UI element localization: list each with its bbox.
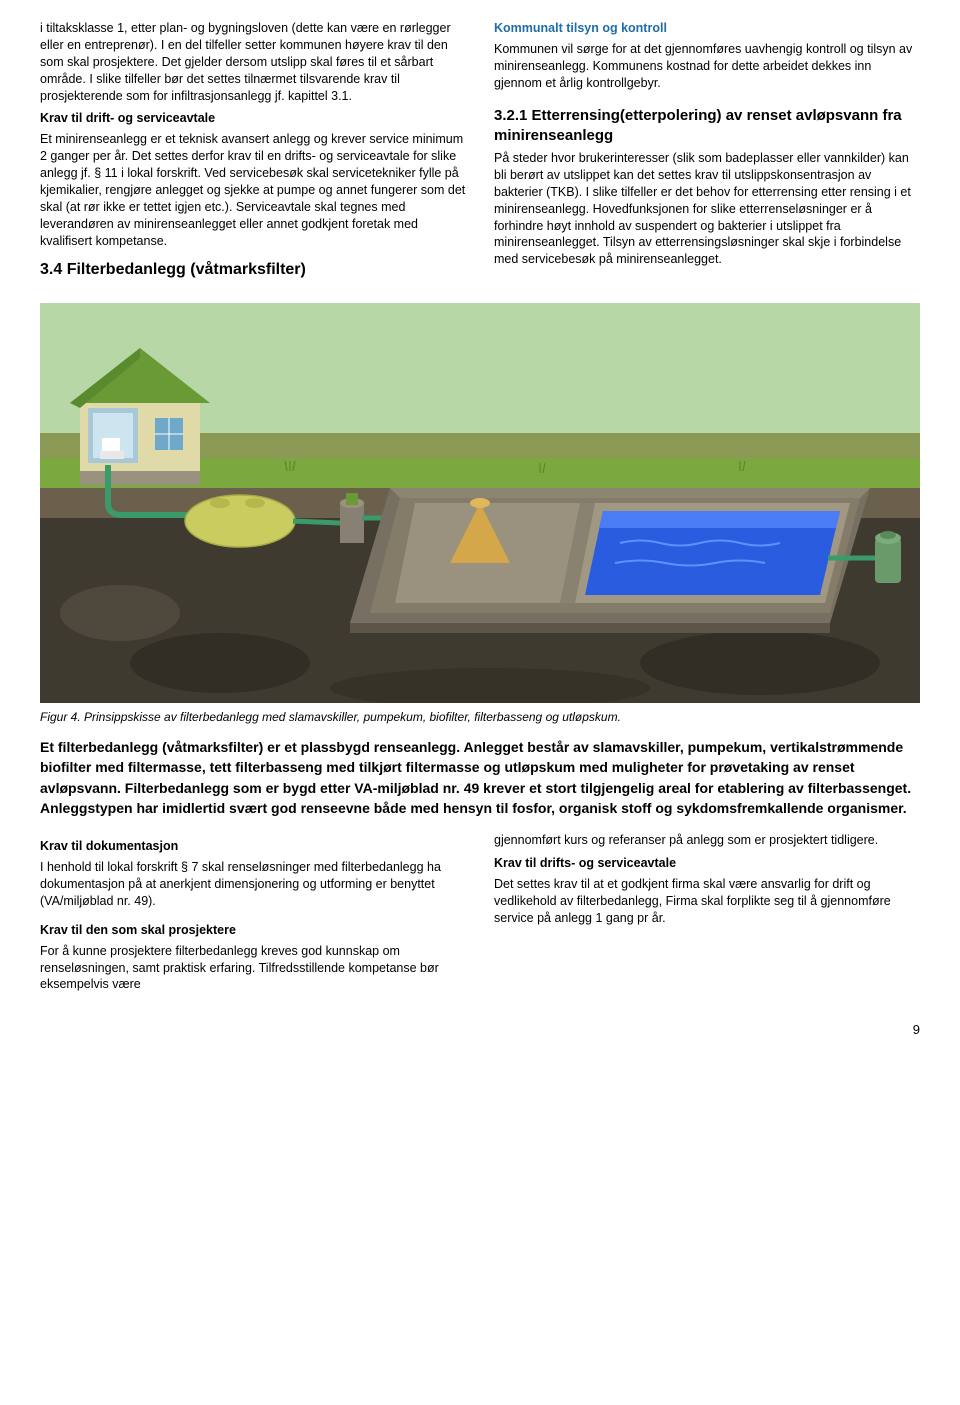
left-p1: i tiltaksklasse 1, etter plan- og bygnin… xyxy=(40,20,466,104)
bottom-left-p2: For å kunne prosjektere filterbedanlegg … xyxy=(40,943,466,994)
bottom-left-column: Krav til dokumentasjon I henhold til lok… xyxy=(40,832,466,997)
right-p2: På steder hvor brukerinteresser (slik so… xyxy=(494,150,920,268)
figure-4-caption: Figur 4. Prinsippskisse av filterbedanle… xyxy=(40,709,920,725)
right-p1: Kommunen vil sørge for at det gjennomfør… xyxy=(494,41,920,92)
top-columns: i tiltaksklasse 1, etter plan- og bygnin… xyxy=(40,20,920,285)
outlet-well-icon xyxy=(875,531,901,583)
bottom-left-p1: I henhold til lokal forskrift § 7 skal r… xyxy=(40,859,466,910)
bottom-right-h1: Krav til drifts- og serviceavtale xyxy=(494,855,920,872)
page-number: 9 xyxy=(40,1021,920,1039)
right-h1: Kommunalt tilsyn og kontroll xyxy=(494,20,920,37)
septic-tank-icon xyxy=(185,495,295,547)
left-h1: Krav til drift- og serviceavtale xyxy=(40,110,466,127)
bottom-right-p2: Det settes krav til at et godkjent firma… xyxy=(494,876,920,927)
bottom-left-h1: Krav til dokumentasjon xyxy=(40,838,466,855)
figure-4-svg xyxy=(40,303,920,703)
right-column: Kommunalt tilsyn og kontroll Kommunen vi… xyxy=(494,20,920,285)
body-bold-paragraph: Et filterbedanlegg (våtmarksfilter) er e… xyxy=(40,737,920,818)
right-h2: 3.2.1 Etterrensing(etterpolering) av ren… xyxy=(494,106,920,147)
left-column: i tiltaksklasse 1, etter plan- og bygnin… xyxy=(40,20,466,285)
bottom-columns: Krav til dokumentasjon I henhold til lok… xyxy=(40,832,920,997)
filter-basin-icon xyxy=(350,488,870,633)
pump-well-icon xyxy=(340,493,364,543)
bottom-right-column: gjennomført kurs og referanser på anlegg… xyxy=(494,832,920,997)
left-p2: Et minirenseanlegg er et teknisk avanser… xyxy=(40,131,466,249)
bottom-right-p1: gjennomført kurs og referanser på anlegg… xyxy=(494,832,920,849)
left-h2: 3.4 Filterbedanlegg (våtmarksfilter) xyxy=(40,259,466,281)
bottom-left-h2: Krav til den som skal prosjektere xyxy=(40,922,466,939)
figure-4: Figur 4. Prinsippskisse av filterbedanle… xyxy=(40,303,920,725)
